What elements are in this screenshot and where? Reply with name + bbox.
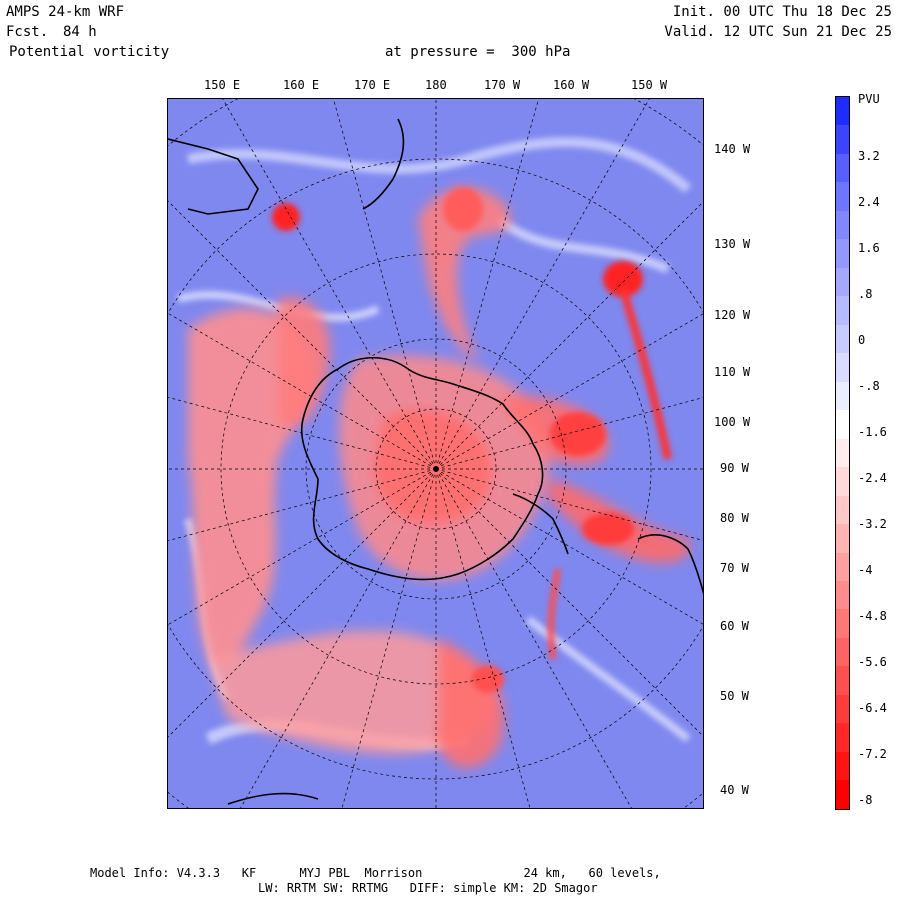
right-lon-label: 100 W [714, 415, 751, 429]
model-info-line1: Model Info: V4.3.3 KF MYJ PBL Morrison 2… [90, 866, 661, 880]
antarctic-peninsula [512, 493, 569, 555]
australia-coast [168, 138, 259, 215]
colorbar-swatch [836, 353, 849, 382]
colorbar-swatch [836, 267, 849, 297]
init-time: Init. 00 UTC Thu 18 Dec 25 [672, 4, 892, 20]
colorbar-tick-label: -5.6 [858, 655, 887, 669]
colorbar-swatch [836, 524, 849, 553]
colorbar-swatch [836, 637, 849, 667]
colorbar-tick-label: -1.6 [858, 425, 887, 439]
colorbar-swatch [836, 381, 849, 411]
colorbar-swatch [836, 239, 849, 268]
right-lon-label: 90 W [720, 461, 749, 475]
coastlines [168, 118, 703, 805]
colorbar-tick-label: -7.2 [858, 747, 887, 761]
valid-time: Valid. 12 UTC Sun 21 Dec 25 [664, 24, 892, 40]
pv-red-cores [272, 187, 672, 693]
south-america-coast [637, 534, 703, 595]
right-lon-label: 110 W [714, 365, 751, 379]
colorbar-tick-label: -2.4 [858, 471, 887, 485]
field-name: Potential vorticity [9, 44, 170, 60]
colorbar-swatch [836, 182, 849, 211]
colorbar-swatch [836, 580, 849, 610]
colorbar-swatch [836, 666, 849, 695]
top-lon-label: 170 W [484, 78, 521, 92]
colorbar-swatch [836, 751, 849, 781]
colorbar-tick-label: 1.6 [858, 241, 880, 255]
top-lon-label: 160 E [283, 78, 320, 92]
top-lon-label: 150 E [204, 78, 241, 92]
colorbar-swatch [836, 438, 849, 468]
right-lon-label: 60 W [720, 619, 749, 633]
colorbar-tick-label: 3.2 [858, 149, 880, 163]
colorbar-unit: PVU [858, 92, 880, 106]
right-lon-label: 70 W [720, 561, 749, 575]
colorbar-swatch [836, 723, 849, 752]
top-lon-label: 180 [425, 78, 447, 92]
colorbar-tick-label: -.8 [858, 379, 880, 393]
model-info-line2: LW: RRTM SW: RRTMG DIFF: simple KM: 2D S… [258, 881, 598, 895]
colorbar-tick-label: -4.8 [858, 609, 887, 623]
colorbar-swatch [836, 410, 849, 439]
pv-red-field [188, 187, 690, 768]
colorbar-swatch [836, 780, 849, 809]
colorbar-swatch [836, 296, 849, 325]
colorbar-tick-label: -3.2 [858, 517, 887, 531]
colorbar-tick-label: 2.4 [858, 195, 880, 209]
right-lon-label: 50 W [720, 689, 749, 703]
pv-map [167, 98, 704, 809]
colorbar-tick-label: -8 [858, 793, 873, 807]
right-lon-label: 40 W [720, 783, 749, 797]
colorbar-tick-label: .8 [858, 287, 873, 301]
model-title: AMPS 24-km WRF [6, 4, 125, 20]
right-lon-label: 130 W [714, 237, 751, 251]
colorbar-swatch [836, 495, 849, 525]
colorbar-swatch [836, 97, 849, 126]
colorbar-swatch [836, 324, 849, 354]
new-zealand [362, 118, 405, 210]
colorbar-swatch [836, 694, 849, 724]
antarctica-coast [300, 357, 544, 581]
colorbar-swatch [836, 467, 849, 496]
top-lon-label: 160 W [553, 78, 590, 92]
colorbar-tick-label: -6.4 [858, 701, 887, 715]
forecast-label: Fcst. [6, 24, 49, 40]
colorbar-swatch [836, 125, 849, 154]
colorbar-swatch [836, 552, 849, 581]
right-lon-label: 120 W [714, 308, 751, 322]
colorbar [835, 96, 850, 810]
right-lon-label: 80 W [720, 511, 749, 525]
colorbar-swatch [836, 609, 849, 638]
polar-map-svg [168, 99, 703, 808]
top-lon-label: 170 E [354, 78, 391, 92]
forecast-hours: 84 h [63, 24, 97, 40]
top-lon-label: 150 W [631, 78, 668, 92]
colorbar-tick-label: -4 [858, 563, 873, 577]
colorbar-swatch [836, 210, 849, 240]
pressure-level: at pressure = 300 hPa [385, 44, 571, 60]
right-lon-label: 140 W [714, 142, 751, 156]
bottom-landmass [227, 792, 319, 805]
colorbar-tick-label: 0 [858, 333, 866, 347]
colorbar-swatch [836, 153, 849, 183]
